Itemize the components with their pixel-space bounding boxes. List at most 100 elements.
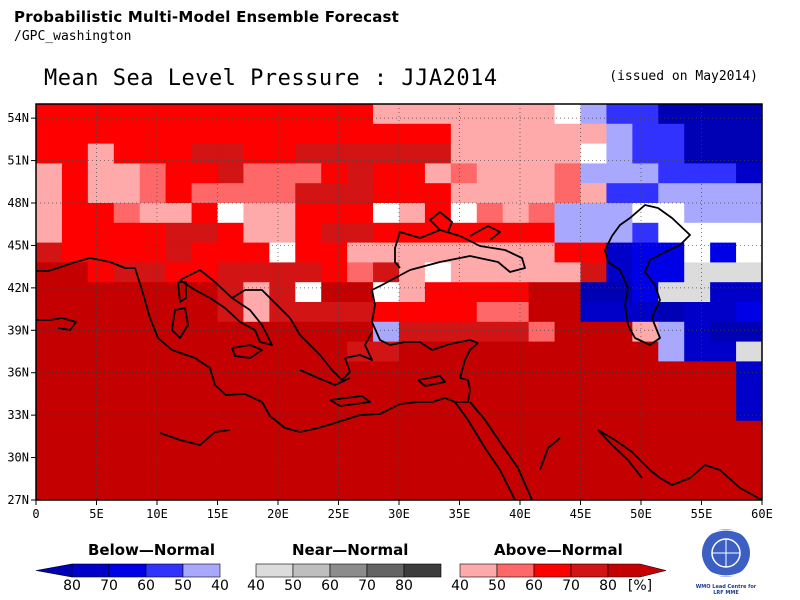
grid-cell <box>347 321 374 343</box>
grid-cell <box>113 282 141 303</box>
grid-cell <box>606 222 633 244</box>
grid-cell <box>554 282 581 303</box>
grid-cell <box>502 262 530 283</box>
grid-cell <box>710 440 737 461</box>
grid-cell <box>710 183 737 204</box>
grid-cell <box>113 420 141 442</box>
grid-cell <box>580 480 607 501</box>
grid-cell <box>399 123 426 145</box>
grid-cell <box>658 203 685 224</box>
grid-cell <box>269 262 296 283</box>
grid-cell <box>658 381 685 402</box>
legend-below-tick: 60 <box>137 578 155 594</box>
grid-cell <box>347 440 374 461</box>
y-tick-label: 45N <box>7 238 29 252</box>
grid-cell <box>684 401 711 422</box>
grid-cell <box>295 183 322 204</box>
grid-cell <box>61 401 89 422</box>
grid-cell <box>710 361 737 382</box>
grid-cell <box>165 460 193 481</box>
grid-cell <box>554 183 581 204</box>
grid-cell <box>347 480 374 501</box>
grid-cell <box>554 341 581 362</box>
grid-cell <box>295 222 322 244</box>
grid-cell <box>61 242 89 263</box>
grid-cell <box>450 480 478 501</box>
grid-cell <box>295 302 322 323</box>
grid-cell <box>450 222 478 244</box>
wmo-logo-text: WMO Lead Centre for LRF MME <box>695 584 757 596</box>
grid-cell <box>606 242 633 263</box>
legend-above-tick: 50 <box>488 578 506 594</box>
grid-cell <box>373 480 400 501</box>
grid-cell <box>502 203 530 224</box>
grid-cell <box>191 183 218 204</box>
grid-cell <box>710 203 737 224</box>
grid-cell <box>243 440 270 461</box>
coastlines <box>36 204 763 501</box>
grid-cell <box>424 163 452 184</box>
grid-cell <box>295 401 322 422</box>
grid-cell <box>606 480 633 501</box>
grid-cell <box>736 420 763 442</box>
y-tick-label: 36N <box>7 366 29 380</box>
y-tick-label: 54N <box>7 111 29 125</box>
legend-near-swatch <box>366 563 405 578</box>
grid-cell <box>139 341 167 362</box>
grid-cell <box>476 480 504 501</box>
grid-cell <box>424 282 452 303</box>
grid-cell <box>476 282 504 303</box>
grid-cell <box>191 480 218 501</box>
grid-cell <box>61 104 89 125</box>
grid-cell <box>217 361 244 382</box>
grid-cell <box>217 242 244 263</box>
grid-cell <box>710 302 737 323</box>
grid-cell <box>580 123 607 145</box>
grid-cell <box>502 401 530 422</box>
grid-cell <box>502 341 530 362</box>
grid-cell <box>710 420 737 442</box>
grid-cell <box>554 262 581 283</box>
grid-cell <box>191 143 218 164</box>
grid-cell <box>269 143 296 164</box>
grid-cell <box>528 420 556 442</box>
grid-cell <box>139 203 167 224</box>
grid-cell <box>217 262 244 283</box>
grid-cell <box>736 440 763 461</box>
grid-cell <box>191 203 218 224</box>
grid-cell <box>632 123 659 145</box>
grid-cell <box>684 183 711 204</box>
x-tick-label: 0 <box>32 507 39 521</box>
grid-cell <box>165 203 193 224</box>
grid-cell <box>580 401 607 422</box>
grid-cell <box>736 321 763 343</box>
grid-cell <box>450 282 478 303</box>
y-tick-label: 27N <box>7 493 29 507</box>
grid-cell <box>476 163 504 184</box>
grid-cell <box>295 242 322 263</box>
grid-cell <box>113 242 141 263</box>
grid-cell <box>476 460 504 481</box>
grid-cell <box>580 104 607 125</box>
grid-cell <box>736 302 763 323</box>
grid-cell <box>321 163 348 184</box>
grid-cell <box>295 123 322 145</box>
grid-cell <box>502 460 530 481</box>
grid-cell <box>217 104 244 125</box>
grid-cell <box>87 401 115 422</box>
grid-cell <box>269 440 296 461</box>
grid-cell <box>476 183 504 204</box>
grid-cell <box>373 163 400 184</box>
grid-cell <box>191 341 218 362</box>
grid-cell <box>139 302 167 323</box>
grid-cell <box>87 480 115 501</box>
grid-cell <box>632 222 659 244</box>
grid-cell <box>217 480 244 501</box>
legend-below-swatch <box>108 563 147 578</box>
grid-cell <box>684 203 711 224</box>
grid-cell <box>191 460 218 481</box>
x-tick-label: 5E <box>89 507 103 521</box>
grid-cell <box>191 123 218 145</box>
grid-cell <box>113 401 141 422</box>
grid-cell <box>399 163 426 184</box>
